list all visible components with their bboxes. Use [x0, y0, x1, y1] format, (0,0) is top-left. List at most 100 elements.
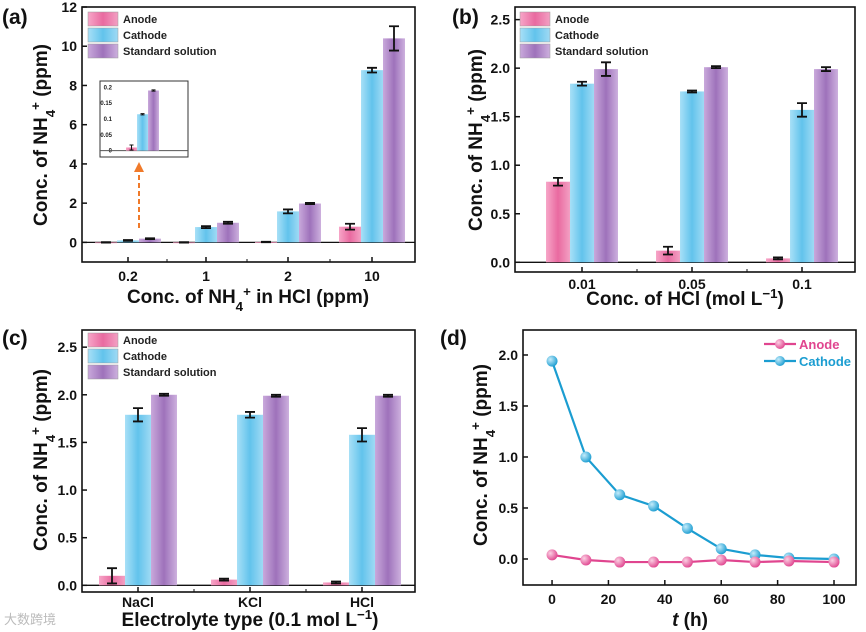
bar-standard-solution	[814, 69, 838, 263]
axes-frame	[81, 329, 416, 593]
y-tick-label: 1.5	[499, 398, 519, 414]
bar-anode	[656, 250, 680, 263]
axes-frame	[514, 6, 856, 273]
y-tick-label: 1.0	[58, 482, 78, 498]
marker-cathode	[681, 522, 693, 534]
legend-swatch	[519, 11, 551, 27]
x-tick-label: KCl	[238, 594, 262, 610]
y-tick-label: 2.5	[58, 339, 78, 355]
error-bar	[345, 222, 355, 231]
bar-cathode	[570, 83, 594, 263]
x-axis-label-part: in HCl (ppm)	[251, 287, 369, 308]
y-axis-label: Conc. of NH4+ (ppm)	[463, 49, 493, 231]
bar-cathode	[349, 434, 375, 586]
y-tick-label: 12	[61, 0, 77, 15]
error-bar	[201, 225, 211, 229]
error-bar	[577, 80, 587, 87]
legend-label: Standard solution	[123, 46, 217, 58]
panel-label: (b)	[452, 6, 479, 29]
bar-standard-solution	[383, 38, 405, 243]
legend-swatch	[519, 43, 551, 59]
error-bar	[553, 176, 563, 187]
x-axis-label-part: )	[372, 610, 378, 631]
y-tick-label: 8	[69, 77, 77, 93]
x-axis-label: Electrolyte type (0.1 mol L−1)	[122, 607, 379, 632]
y-axis-label-part: Conc. of NH	[31, 117, 52, 226]
y-tick-label: 2.0	[58, 387, 78, 403]
marker-anode	[580, 554, 592, 566]
y-axis-label-part: (ppm)	[471, 364, 492, 422]
x-tick-label: 1	[202, 268, 210, 284]
marker-cathode	[648, 500, 660, 512]
y-axis-label: Conc. of NH4+ (ppm)	[28, 369, 58, 551]
inset-bar	[137, 114, 148, 151]
legend-label: Anode	[123, 14, 157, 26]
y-tick-label: 2.5	[491, 12, 511, 28]
y-axis-label: Conc. of NH4+ (ppm)	[28, 44, 58, 226]
x-tick-label: 80	[770, 591, 786, 607]
y-axis-label: Conc. of NH4+ (ppm)	[468, 364, 498, 546]
legend-marker	[775, 339, 785, 349]
inset-y-tick-label: 0.2	[104, 85, 113, 91]
marker-cathode	[580, 451, 592, 463]
error-bar	[797, 102, 807, 118]
watermark-logo: 大数跨境	[4, 612, 56, 627]
bar-anode	[766, 258, 790, 263]
marker-anode	[546, 549, 558, 561]
error-bar	[357, 427, 367, 443]
error-bar	[711, 65, 721, 70]
bar-standard-solution	[594, 69, 618, 263]
y-axis-label-part: +	[28, 427, 43, 435]
y-axis-label-part: 4	[43, 109, 58, 117]
error-bar	[133, 407, 143, 423]
x-axis-label-part: −1	[762, 286, 778, 301]
panel-b: (b) 0.0 0.5 1.0 1.5 2.0 2.5 Conc. of NH4+ (ppm)…	[452, 6, 856, 311]
x-tick-label: 2	[284, 268, 292, 284]
y-axis-label-part: Conc. of NH	[31, 442, 52, 551]
y-axis-label-part: (ppm)	[31, 369, 52, 427]
bar-standard-solution	[299, 203, 321, 243]
x-axis-label: Conc. of HCl (mol L−1)	[586, 286, 784, 311]
legend-label: Cathode	[555, 30, 599, 42]
y-tick-label: 0.5	[499, 500, 519, 516]
error-bar	[223, 220, 233, 225]
legend-label: Standard solution	[123, 367, 217, 379]
marker-cathode	[715, 543, 727, 555]
x-tick-label: 10	[364, 268, 380, 284]
x-axis-label-part: t	[672, 610, 679, 631]
inset-error-bar	[129, 144, 134, 151]
x-tick-label: 40	[657, 591, 673, 607]
panel-label: (a)	[2, 6, 28, 29]
inset-bar	[148, 90, 159, 151]
y-axis-label-part: Conc. of NH	[471, 437, 492, 546]
legend-label: Anode	[555, 14, 589, 26]
bar-cathode	[277, 211, 299, 243]
x-tick-label: 0.2	[118, 268, 138, 284]
x-tick-label: 0.1	[792, 276, 812, 292]
inset-error-bar	[151, 89, 156, 92]
error-bar	[663, 245, 673, 256]
y-axis-label-part: 4	[43, 434, 58, 442]
error-bar	[145, 237, 155, 240]
marker-anode	[648, 556, 660, 568]
legend-swatch	[87, 364, 119, 380]
error-bar	[821, 66, 831, 72]
legend-label: Anode	[123, 335, 157, 347]
error-bar	[773, 256, 783, 261]
marker-anode	[715, 554, 727, 566]
y-tick-label: 1.5	[58, 434, 78, 450]
inset-error-bar	[140, 113, 145, 116]
bar-anode	[339, 226, 361, 243]
y-tick-label: 0.5	[58, 530, 78, 546]
bar-cathode	[790, 109, 814, 263]
inset-y-tick-label: 0.05	[100, 133, 112, 139]
error-bar	[389, 25, 399, 52]
inset-y-tick-label: 0	[109, 149, 113, 155]
y-tick-label: 1.0	[491, 157, 511, 173]
x-axis-label-part: 4	[236, 299, 244, 314]
marker-anode	[614, 556, 626, 568]
marker-cathode	[546, 355, 558, 367]
legend-label: Anode	[799, 337, 839, 352]
y-tick-label: 2	[69, 195, 77, 211]
error-bar	[383, 393, 393, 398]
